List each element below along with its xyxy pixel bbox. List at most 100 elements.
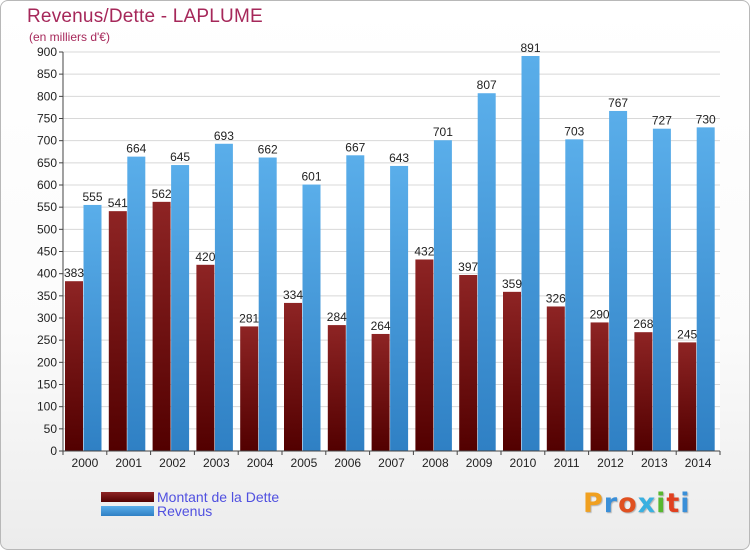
bar-debt (108, 211, 127, 451)
chart-subtitle: (en milliers d'€) (29, 30, 110, 44)
legend-label-debt: Montant de la Dette (157, 489, 280, 505)
y-tick-label: 350 (37, 289, 57, 303)
bar-debt (240, 326, 259, 451)
data-label-revenue: 807 (477, 78, 497, 92)
data-label-debt: 432 (414, 244, 434, 258)
x-tick-label: 2005 (291, 456, 318, 470)
data-label-revenue: 727 (652, 114, 672, 128)
legend-swatch-debt (101, 492, 154, 502)
y-tick-label: 650 (37, 156, 57, 170)
bar-debt (678, 342, 697, 451)
bar-revenue (609, 110, 628, 452)
y-tick-label: 250 (37, 333, 57, 347)
bar-debt (459, 274, 478, 451)
data-label-revenue: 555 (82, 190, 102, 204)
data-label-debt: 281 (239, 311, 259, 325)
logo-letter: P (583, 488, 604, 519)
bar-revenue (214, 143, 233, 451)
x-tick-label: 2009 (466, 456, 493, 470)
y-tick-label: 500 (37, 222, 57, 236)
bar-revenue (346, 155, 365, 451)
data-label-debt: 268 (633, 317, 653, 331)
data-label-revenue: 601 (301, 170, 321, 184)
x-tick-label: 2001 (115, 456, 142, 470)
y-tick-label: 700 (37, 134, 57, 148)
bar-revenue (696, 127, 715, 451)
data-label-debt: 284 (327, 310, 347, 324)
bar-debt (152, 201, 171, 451)
y-tick-label: 850 (37, 67, 57, 81)
data-label-revenue: 664 (126, 142, 146, 156)
bar-revenue (652, 128, 671, 451)
data-label-debt: 397 (458, 260, 478, 274)
x-tick-label: 2010 (510, 456, 537, 470)
bar-debt (415, 259, 434, 451)
legend-swatch-revenue (101, 506, 154, 516)
x-tick-label: 2008 (422, 456, 449, 470)
legend-item-debt: Montant de la Dette (101, 489, 279, 505)
data-label-debt: 334 (283, 288, 303, 302)
bar-debt (546, 306, 565, 451)
x-tick-label: 2007 (378, 456, 405, 470)
y-tick-label: 300 (37, 311, 57, 325)
y-tick-label: 400 (37, 267, 57, 281)
legend-item-revenue: Revenus (101, 503, 212, 519)
x-tick-label: 2000 (72, 456, 99, 470)
data-label-debt: 290 (590, 307, 610, 321)
legend-label-revenue: Revenus (157, 503, 213, 519)
data-label-debt: 420 (195, 250, 215, 264)
y-tick-label: 900 (37, 45, 57, 59)
data-label-revenue: 693 (214, 129, 234, 143)
bar-debt (284, 302, 302, 451)
data-label-debt: 264 (371, 319, 391, 333)
x-tick-label: 2006 (334, 456, 361, 470)
data-label-revenue: 767 (608, 96, 628, 110)
data-label-revenue: 645 (170, 150, 190, 164)
logo-letter: t (666, 488, 681, 519)
data-label-debt: 245 (677, 327, 697, 341)
data-label-revenue: 891 (520, 41, 540, 55)
bar-debt (196, 264, 215, 451)
data-label-debt: 326 (546, 291, 566, 305)
bar-revenue (390, 165, 409, 452)
y-tick-label: 200 (37, 355, 57, 369)
bar-revenue (171, 165, 190, 452)
x-tick-label: 2003 (203, 456, 230, 470)
bar-revenue (521, 55, 540, 452)
bar-revenue (127, 156, 146, 452)
x-tick-label: 2012 (597, 456, 624, 470)
x-tick-label: 2011 (554, 456, 580, 470)
bar-revenue (477, 93, 496, 451)
y-tick-label: 150 (37, 378, 57, 392)
chart-title: Revenus/Dette - LAPLUME (27, 6, 263, 27)
logo-letter: i (680, 488, 691, 519)
y-tick-label: 750 (37, 112, 57, 126)
x-tick-label: 2013 (641, 456, 668, 470)
y-tick-label: 50 (44, 422, 58, 436)
bar-debt (327, 325, 346, 451)
bar-revenue (433, 140, 452, 451)
data-label-revenue: 667 (345, 140, 365, 154)
data-label-revenue: 703 (564, 124, 584, 138)
bar-debt (503, 291, 521, 451)
logo-letter: r (603, 488, 619, 519)
x-tick-label: 2002 (159, 456, 186, 470)
data-label-debt: 541 (108, 196, 128, 210)
x-tick-label: 2004 (247, 456, 274, 470)
proxiti-logo: Proxiti (583, 488, 691, 519)
y-tick-label: 550 (37, 200, 57, 214)
bar-revenue (565, 139, 584, 451)
y-tick-label: 600 (37, 178, 57, 192)
logo-letter: x (637, 488, 657, 519)
y-tick-label: 800 (37, 89, 57, 103)
data-label-debt: 359 (502, 277, 522, 291)
x-tick-label: 2014 (685, 456, 712, 470)
bar-debt (371, 333, 390, 451)
logo-letter: i (656, 488, 667, 519)
bar-debt (590, 322, 609, 451)
bar-revenue (83, 204, 102, 451)
y-tick-label: 100 (37, 400, 57, 414)
data-label-revenue: 730 (696, 112, 716, 126)
